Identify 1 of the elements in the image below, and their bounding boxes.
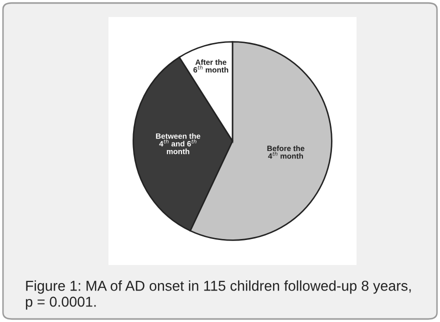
caption: Figure 1: MA of AD onset in 115 children followed-up 8 years, p = 0.0001.	[26, 280, 411, 310]
